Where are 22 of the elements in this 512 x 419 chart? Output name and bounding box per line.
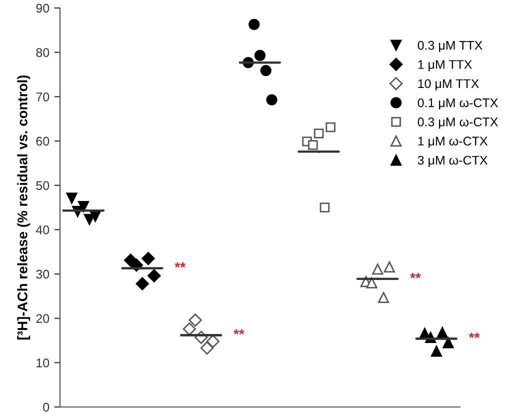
y-tick-label: 90 [36,4,50,13]
y-tick-label: 50 [36,181,50,190]
legend-label: 10 μM TTX [418,79,479,90]
y-tick-label: 0 [43,402,50,412]
text: ** [174,262,186,268]
y-tick-label: 60 [36,136,50,146]
legend-label: 0.3 μM TTX [418,40,482,52]
y-tick-label: 70 [36,92,50,102]
legend-label: 3 μM ω-CTX [418,156,488,167]
legend-label: 0.3 μM ω-CTX [418,118,498,129]
y-tick-label: 10 [36,358,50,368]
legend-label: 1 μM ω-CTX [418,136,488,148]
y-axis-title: [³H]-ACh release (% residual vs. control) [17,75,30,340]
text: ** [234,329,244,334]
legend-label: 0.1 μM ω-CTX [418,98,498,110]
y-tick-label: 80 [36,48,50,57]
text: ** [468,332,480,338]
text: ** [410,272,421,278]
legend-label: 1 μM TTX [418,60,472,72]
y-tick-label: 30 [36,270,50,279]
y-tick-label: 40 [36,225,50,234]
y-tick-label: 20 [36,314,50,323]
